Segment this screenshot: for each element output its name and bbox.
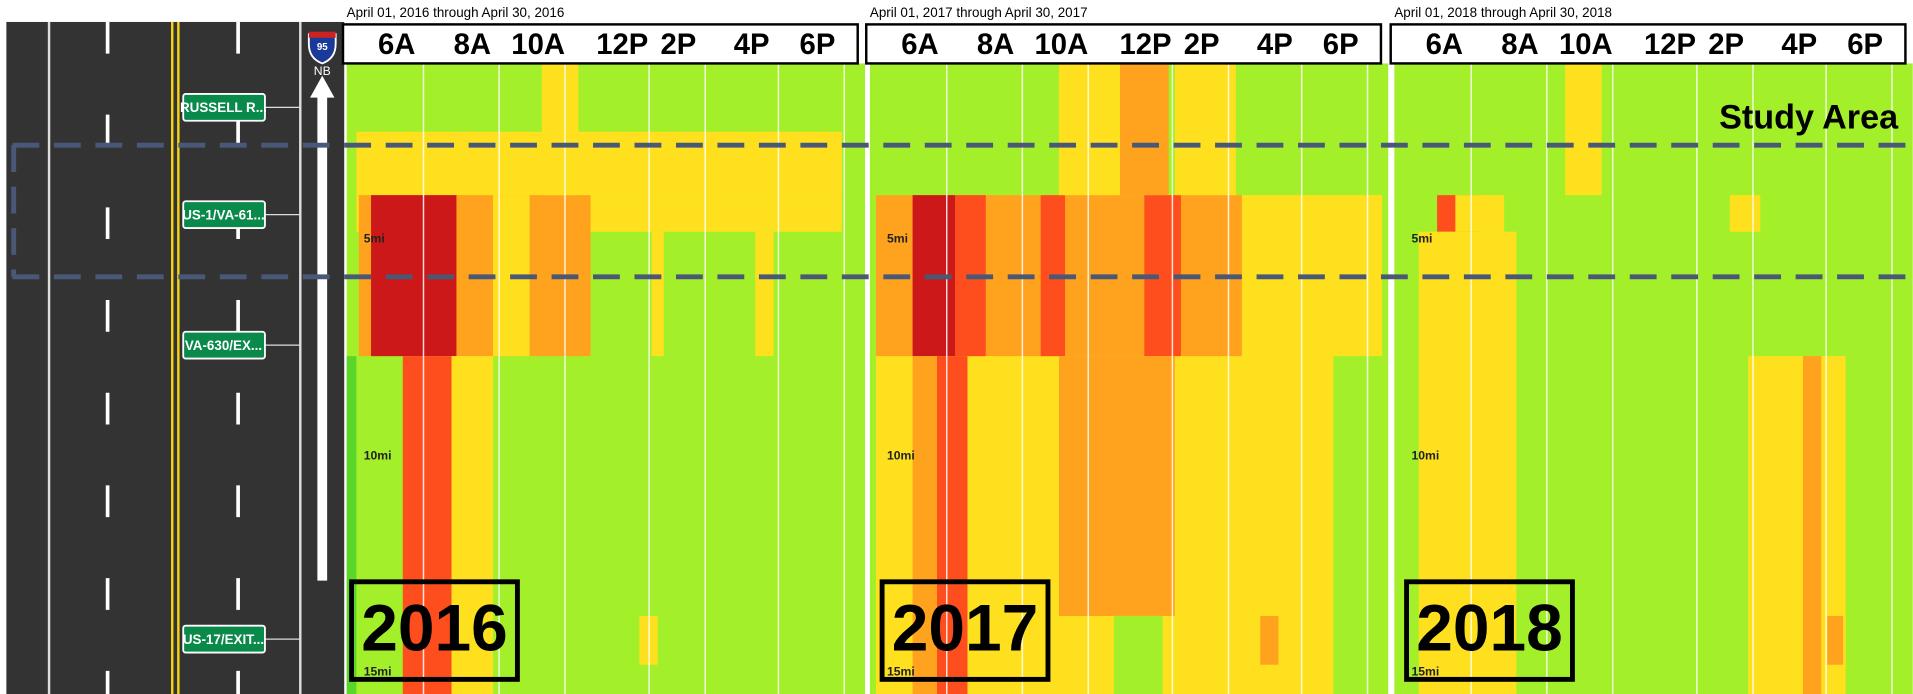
hour-label: 2P — [1184, 29, 1220, 61]
exit-label: VA-630/EX... — [185, 338, 262, 353]
year-label: 2018 — [1416, 590, 1563, 664]
heatmap-panels: April 01, 2016 through April 30, 2016 6A 8… — [341, 5, 1913, 694]
study-area-label: Study Area — [1719, 99, 1899, 137]
year-box — [879, 579, 1051, 682]
congestion-block — [1113, 615, 1163, 694]
congestion-block — [1455, 195, 1505, 232]
hour-label: 8A — [977, 29, 1014, 61]
mile-label: 15mi — [364, 664, 392, 678]
interstate-shield — [307, 33, 337, 65]
hour-label: 6A — [1426, 29, 1463, 61]
direction-label: NB — [314, 64, 331, 78]
hour-label: 6A — [901, 29, 938, 61]
exit-label: US-17/EXIT... — [183, 632, 264, 647]
congestion-block — [1418, 231, 1517, 694]
period-label: April 01, 2017 through April 30, 2017 — [870, 5, 1088, 20]
mile-label: 5mi — [364, 231, 385, 245]
exit-sign — [182, 330, 266, 360]
hour-label: 12P — [1644, 29, 1696, 61]
shield-top — [308, 31, 336, 38]
congestion-block — [346, 356, 357, 694]
hour-label: 4P — [734, 29, 770, 61]
mile-label: 10mi — [1411, 448, 1439, 462]
hour-label: 8A — [454, 29, 491, 61]
mile-label: 10mi — [364, 448, 392, 462]
congestion-block — [912, 356, 937, 694]
road-surface — [6, 21, 345, 694]
year-box — [349, 579, 520, 682]
congestion-block — [1058, 63, 1120, 196]
congestion-block — [1333, 356, 1383, 694]
congestion-block — [356, 131, 842, 196]
exit-sign — [182, 200, 266, 229]
mile-label: 5mi — [1411, 231, 1432, 245]
congestion-block — [1802, 356, 1822, 694]
study-area: Study Area — [11, 99, 1913, 280]
direction-arrow — [310, 75, 335, 581]
road-strip: 95 NB RUSSELL R... US-1/VA-61... VA-630/EX… — [6, 21, 345, 694]
hour-label: 2P — [1708, 29, 1744, 61]
congestion-block — [541, 63, 579, 196]
congestion-block — [1729, 195, 1761, 232]
heatmap-panel: April 01, 2017 through April 30, 2017 6A 8… — [865, 5, 1389, 694]
mile-label: 5mi — [887, 231, 908, 245]
congestion-block — [755, 231, 774, 357]
hour-label: 6P — [1323, 29, 1359, 61]
congestion-block — [1119, 63, 1169, 196]
exit-label: RUSSELL R... — [180, 100, 267, 115]
exit-label: US-1/VA-61... — [182, 207, 264, 222]
hour-label: 10A — [1035, 29, 1089, 61]
period-label: April 01, 2018 through April 30, 2018 — [1394, 5, 1612, 20]
heatmap-panel: April 01, 2018 through April 30, 2018 6A 8… — [1389, 5, 1913, 694]
hour-label: 2P — [661, 29, 697, 61]
mile-label: 15mi — [887, 664, 915, 678]
hour-label: 8A — [1501, 29, 1538, 61]
hour-label: 6P — [1847, 29, 1883, 61]
period-label: April 01, 2016 through April 30, 2016 — [347, 5, 565, 20]
exit-sign — [182, 624, 266, 654]
hour-header — [1389, 23, 1907, 65]
congestion-block — [1260, 615, 1279, 665]
exit-sign — [182, 93, 266, 122]
congestion-block — [402, 356, 452, 694]
congestion-block — [1827, 615, 1844, 665]
hour-label: 12P — [1120, 29, 1172, 61]
hour-header — [341, 23, 859, 65]
hour-label: 6A — [378, 29, 415, 61]
hour-label: 4P — [1257, 29, 1293, 61]
year-label: 2016 — [361, 590, 508, 664]
hour-label: 10A — [511, 29, 565, 61]
hour-label: 12P — [596, 29, 648, 61]
congestion-block — [651, 231, 664, 357]
hour-header — [865, 23, 1383, 65]
hour-label: 6P — [800, 29, 836, 61]
heatmap-panel: April 01, 2016 through April 30, 2016 6A 8… — [341, 5, 866, 694]
mile-label: 10mi — [887, 448, 915, 462]
shield-number: 95 — [317, 42, 328, 53]
hour-label: 4P — [1781, 29, 1817, 61]
congestion-block — [1174, 63, 1236, 196]
mile-label: 15mi — [1411, 664, 1439, 678]
congestion-block — [936, 356, 968, 694]
year-box — [1404, 579, 1575, 682]
congestion-block — [1058, 356, 1175, 616]
year-label: 2017 — [892, 590, 1039, 664]
congestion-block — [1565, 63, 1602, 196]
hour-label: 10A — [1559, 29, 1613, 61]
congestion-block — [451, 356, 494, 694]
